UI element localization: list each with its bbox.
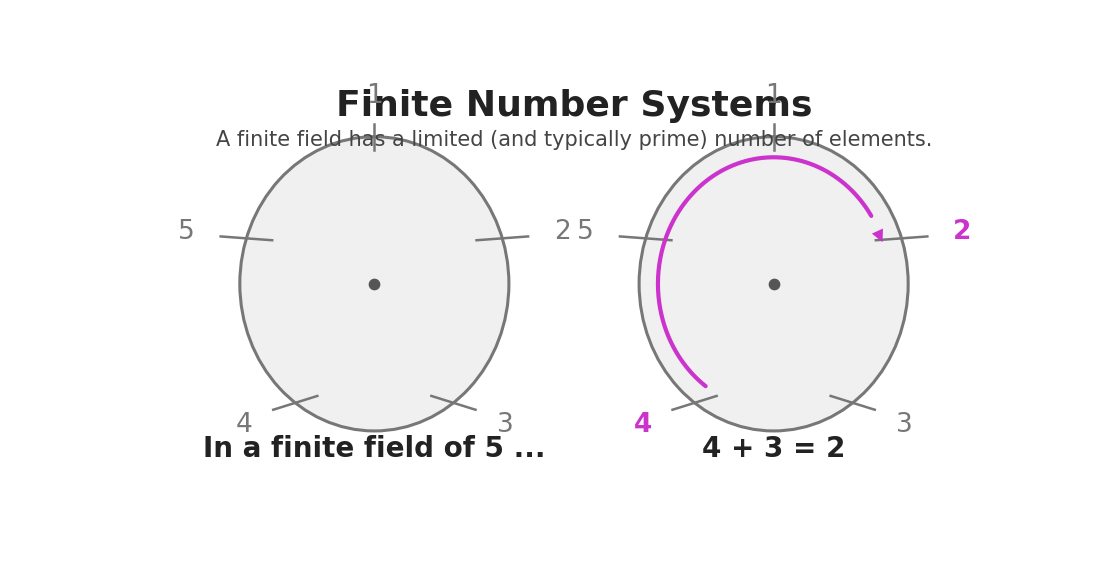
Text: 2: 2 xyxy=(952,219,971,246)
Point xyxy=(765,279,783,288)
Text: 5: 5 xyxy=(577,219,594,246)
Text: 3: 3 xyxy=(896,412,913,438)
Text: 1: 1 xyxy=(366,83,383,108)
Text: A finite field has a limited (and typically prime) number of elements.: A finite field has a limited (and typica… xyxy=(216,130,932,150)
Point xyxy=(365,279,383,288)
Text: 4: 4 xyxy=(634,412,652,438)
Text: 1: 1 xyxy=(765,83,782,108)
Ellipse shape xyxy=(640,137,908,431)
Text: Finite Number Systems: Finite Number Systems xyxy=(336,89,812,123)
Text: 2: 2 xyxy=(554,219,571,246)
Text: In a finite field of 5 ...: In a finite field of 5 ... xyxy=(203,436,545,464)
Text: 3: 3 xyxy=(496,412,513,438)
Text: 5: 5 xyxy=(178,219,195,246)
Ellipse shape xyxy=(240,137,508,431)
Text: 4 + 3 = 2: 4 + 3 = 2 xyxy=(702,436,846,464)
Text: 4: 4 xyxy=(235,412,252,438)
